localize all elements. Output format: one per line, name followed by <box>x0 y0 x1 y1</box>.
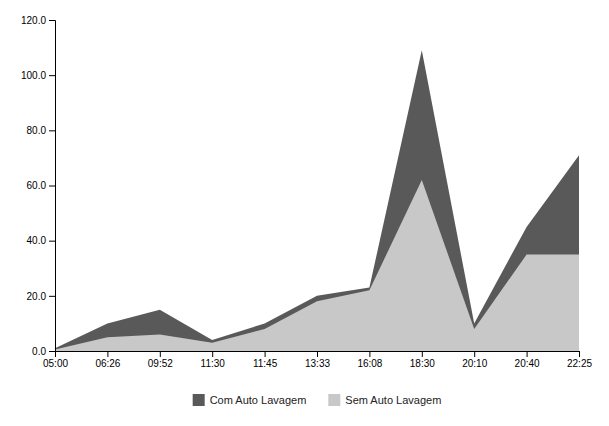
x-tick: 22:25 <box>567 351 592 369</box>
x-tick-line <box>160 351 161 357</box>
x-tick-label: 16:08 <box>357 358 382 369</box>
plot: 05:00 06:26 09:52 11:30 11:45 13:33 16:08 18:30… <box>21 15 592 369</box>
y-tick-label: 80.0 <box>27 125 47 136</box>
x-tick-label: 05:00 <box>43 358 68 369</box>
x-tick-label: 11:30 <box>201 358 226 369</box>
y-tick-label: 100.0 <box>21 70 46 81</box>
y-tick-line <box>49 351 55 352</box>
x-tick-label: 20:10 <box>462 358 487 369</box>
y-axis-line <box>49 21 56 352</box>
x-tick: 20:10 <box>462 351 487 369</box>
y-tick-label: 60.0 <box>27 180 47 191</box>
x-tick-label: 18:30 <box>410 358 435 369</box>
y-tick-line <box>49 130 55 131</box>
y-tick-line <box>49 241 55 242</box>
y-tick-line <box>49 75 55 76</box>
legend-label: Com Auto Lavagem <box>210 394 307 406</box>
y-tick-label: 20.0 <box>27 291 47 302</box>
y-tick-line <box>49 186 55 187</box>
x-tick: 16:08 <box>357 351 382 369</box>
y-tick: 20.0 <box>27 291 55 302</box>
x-tick-line <box>317 351 318 357</box>
y-tick-line <box>49 296 55 297</box>
x-tick-label: 13:33 <box>305 358 330 369</box>
y-tick-label: 120.0 <box>21 15 46 26</box>
legend: Com Auto Lavagem Sem Auto Lavagem <box>193 394 442 406</box>
x-axis-line <box>56 352 580 358</box>
x-tick-line <box>369 351 370 357</box>
y-tick: 100.0 <box>21 70 55 81</box>
legend-item: Sem Auto Lavagem <box>328 394 441 406</box>
x-tick-line <box>527 351 528 357</box>
x-tick-label: 09:52 <box>148 358 173 369</box>
x-tick-line <box>212 351 213 357</box>
x-tick-label: 22:25 <box>567 358 592 369</box>
y-tick: 0.0 <box>32 346 55 357</box>
x-tick: 05:00 <box>43 351 68 369</box>
legend-swatch <box>193 394 205 406</box>
area <box>55 180 579 351</box>
x-tick-label: 06:26 <box>95 358 120 369</box>
x-tick-line <box>579 351 580 357</box>
y-tick: 40.0 <box>27 235 55 246</box>
x-axis: 05:00 06:26 09:52 11:30 11:45 13:33 16:08 18:30… <box>43 351 592 369</box>
x-tick-label: 11:45 <box>253 358 278 369</box>
x-tick-line <box>422 351 423 357</box>
y-axis: 0.0 20.0 40.0 60.0 80.0 100.0 120.0 <box>21 15 56 357</box>
chart-container: 05:00 06:26 09:52 11:30 11:45 13:33 16:08 18:30… <box>0 0 609 426</box>
areas <box>55 50 579 351</box>
legend-item: Com Auto Lavagem <box>193 394 307 406</box>
x-tick: 11:45 <box>253 351 278 369</box>
x-tick-line <box>107 351 108 357</box>
chart-svg: 05:00 06:26 09:52 11:30 11:45 13:33 16:08 18:30… <box>0 0 609 426</box>
y-tick-line <box>49 20 55 21</box>
legend-swatch <box>328 394 340 406</box>
y-tick: 120.0 <box>21 15 55 26</box>
x-tick-line <box>265 351 266 357</box>
x-tick: 11:30 <box>201 351 226 369</box>
x-tick: 20:40 <box>515 351 540 369</box>
x-tick-line <box>474 351 475 357</box>
x-tick: 06:26 <box>95 351 120 369</box>
y-tick-label: 40.0 <box>27 235 47 246</box>
area <box>55 50 579 351</box>
x-tick: 09:52 <box>148 351 173 369</box>
x-tick: 18:30 <box>410 351 435 369</box>
y-tick-label: 0.0 <box>32 346 46 357</box>
x-tick: 13:33 <box>305 351 330 369</box>
y-tick: 60.0 <box>27 180 55 191</box>
y-tick: 80.0 <box>27 125 55 136</box>
x-tick-label: 20:40 <box>515 358 540 369</box>
legend-label: Sem Auto Lavagem <box>345 394 441 406</box>
